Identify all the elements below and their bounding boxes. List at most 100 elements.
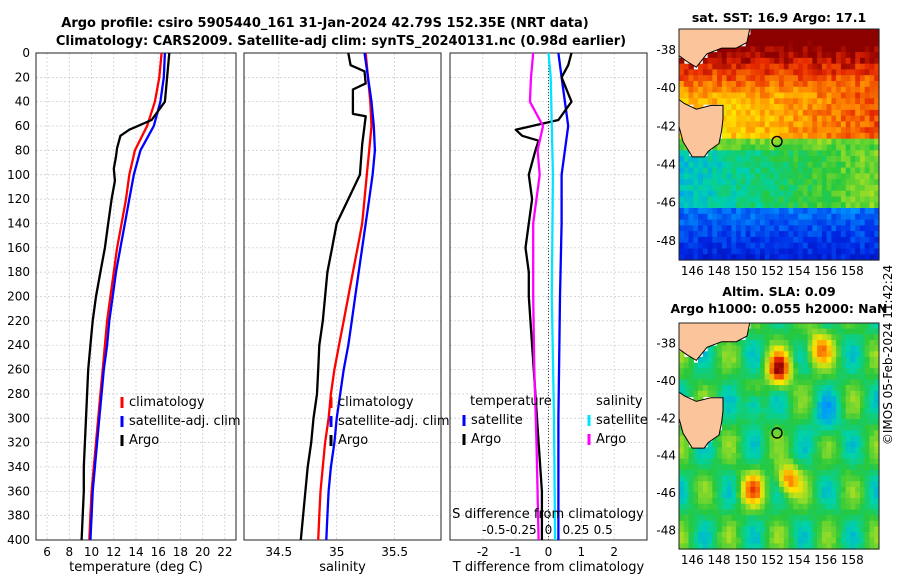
map-cell bbox=[855, 150, 861, 157]
map-cell bbox=[807, 138, 813, 146]
map-cell bbox=[855, 373, 861, 381]
map-cell bbox=[698, 63, 704, 71]
map-cell bbox=[788, 109, 794, 117]
map-cell bbox=[736, 532, 742, 539]
map-cell bbox=[750, 225, 756, 232]
map-cell bbox=[731, 503, 737, 511]
map-cell bbox=[845, 127, 852, 134]
map-cell bbox=[755, 526, 761, 533]
map-cell bbox=[679, 75, 685, 82]
map-cell bbox=[831, 407, 837, 415]
map-cell bbox=[679, 161, 685, 169]
map-cell bbox=[731, 469, 737, 477]
map-cell bbox=[783, 144, 790, 151]
map-cell bbox=[745, 537, 752, 544]
map-cell bbox=[707, 475, 713, 482]
map-cell bbox=[745, 520, 752, 528]
map-cell bbox=[821, 537, 828, 544]
map-cell bbox=[736, 109, 742, 117]
map-cell bbox=[836, 208, 842, 215]
map-cell bbox=[750, 109, 756, 117]
map-cell bbox=[717, 351, 723, 358]
map-cell bbox=[745, 362, 752, 369]
map-cell bbox=[764, 196, 771, 203]
map-cell bbox=[821, 109, 828, 117]
map-cell bbox=[717, 173, 723, 180]
map-cell bbox=[864, 236, 871, 244]
map-cell bbox=[750, 481, 756, 488]
map-cell bbox=[750, 52, 756, 59]
map-cell bbox=[750, 492, 756, 499]
map-cell bbox=[717, 242, 723, 250]
map-cell bbox=[788, 351, 794, 358]
map-cell bbox=[688, 63, 694, 71]
map-cell bbox=[740, 184, 747, 192]
map-cell bbox=[764, 328, 771, 335]
map-cell bbox=[812, 351, 818, 358]
map-cell bbox=[774, 156, 780, 163]
map-cell bbox=[760, 526, 766, 533]
map-cell bbox=[755, 385, 761, 392]
map-cell bbox=[826, 419, 832, 426]
map-cell bbox=[779, 436, 785, 443]
map-cell bbox=[726, 385, 732, 392]
map-cell bbox=[783, 75, 790, 82]
map-cell bbox=[874, 86, 880, 94]
map-cell bbox=[707, 543, 713, 550]
map-cell bbox=[707, 481, 713, 488]
map-cell bbox=[683, 236, 690, 244]
map-cell bbox=[774, 213, 780, 221]
map-cell bbox=[717, 150, 723, 157]
map-cell bbox=[802, 419, 809, 426]
map-cell bbox=[850, 328, 856, 335]
map-cell bbox=[750, 69, 756, 76]
map-cell bbox=[736, 104, 742, 111]
map-cell bbox=[712, 213, 718, 221]
map-cell bbox=[736, 475, 742, 482]
mainland-land bbox=[678, 322, 751, 362]
map-cell bbox=[821, 196, 828, 203]
map-cell bbox=[869, 503, 875, 511]
map-cell bbox=[788, 390, 794, 398]
map-cell bbox=[793, 29, 799, 36]
map-cell bbox=[764, 150, 771, 157]
map-cell bbox=[774, 248, 780, 255]
map-cell bbox=[731, 98, 737, 105]
map-cell bbox=[731, 458, 737, 465]
map-cell bbox=[874, 464, 880, 471]
map-cell bbox=[736, 254, 742, 261]
map-cell bbox=[712, 503, 718, 511]
map-cell bbox=[850, 190, 856, 198]
map-cell bbox=[740, 202, 747, 209]
map-cell bbox=[817, 526, 823, 533]
map-cell bbox=[774, 419, 780, 426]
map-cell bbox=[855, 86, 861, 94]
map-cell bbox=[760, 532, 766, 539]
map-cell bbox=[683, 225, 690, 232]
map-cell bbox=[802, 242, 809, 250]
map-cell bbox=[760, 225, 766, 232]
map-cell bbox=[826, 202, 832, 209]
map-cell bbox=[774, 231, 780, 238]
map-cell bbox=[874, 161, 880, 169]
map-cell bbox=[679, 373, 685, 381]
map-cell bbox=[788, 419, 794, 426]
map-cell bbox=[750, 526, 756, 533]
map-cell bbox=[717, 368, 723, 375]
map-cell bbox=[783, 150, 790, 157]
map-cell bbox=[817, 144, 823, 151]
map-cell bbox=[840, 98, 847, 105]
map-cell bbox=[788, 104, 794, 111]
map-cell bbox=[764, 34, 771, 42]
map-cell bbox=[755, 150, 761, 157]
map-cell bbox=[683, 453, 690, 460]
map-cell bbox=[831, 81, 837, 88]
map-cell bbox=[793, 115, 799, 122]
map-cell bbox=[836, 156, 842, 163]
map-cell bbox=[702, 190, 709, 198]
map-cell bbox=[831, 396, 837, 403]
map-cell bbox=[707, 441, 713, 448]
map-cell bbox=[821, 121, 828, 128]
map-cell bbox=[702, 537, 709, 544]
map-cell bbox=[712, 537, 718, 544]
